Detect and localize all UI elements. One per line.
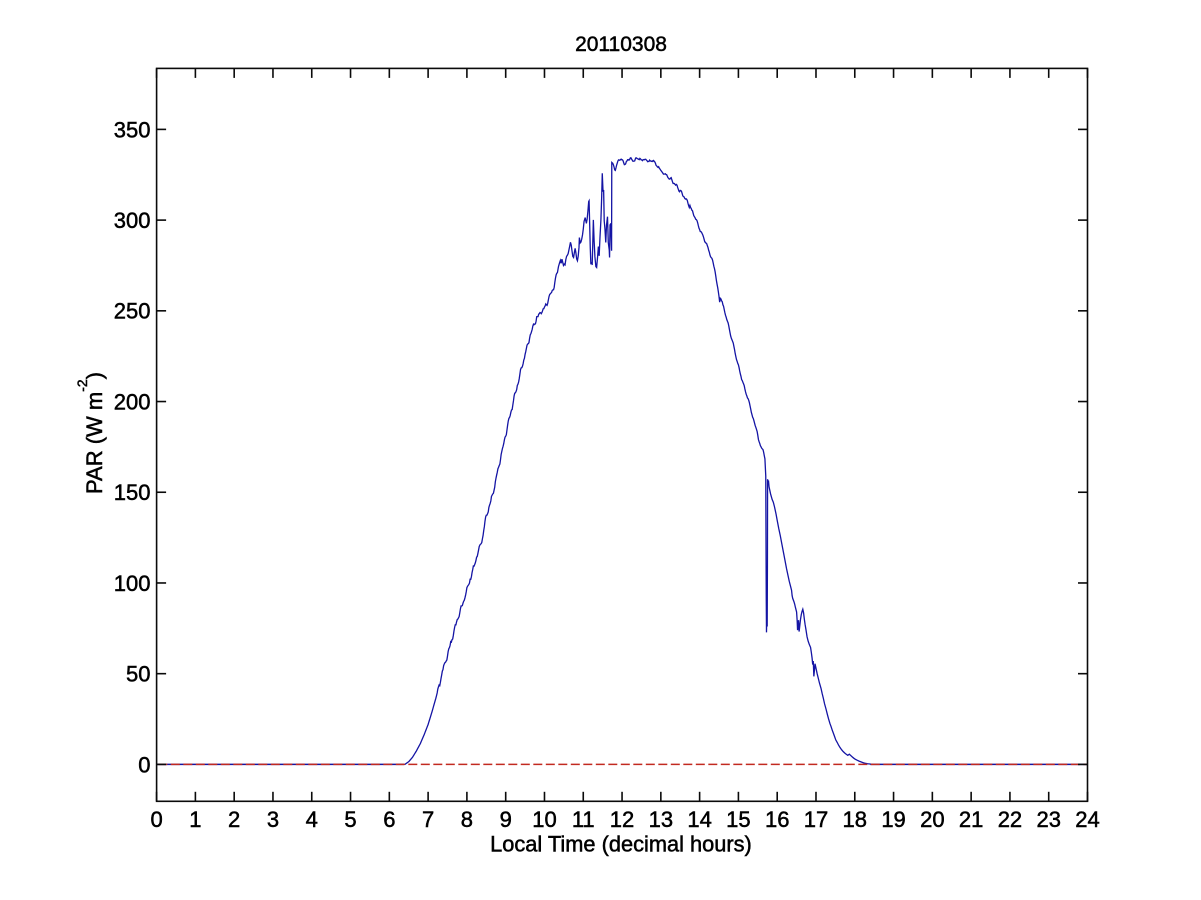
svg-text:0: 0 — [150, 807, 162, 832]
svg-text:4: 4 — [306, 807, 318, 832]
svg-text:3: 3 — [267, 807, 279, 832]
svg-text:10: 10 — [532, 807, 556, 832]
svg-text:24: 24 — [1075, 807, 1099, 832]
svg-text:18: 18 — [843, 807, 867, 832]
svg-text:20: 20 — [920, 807, 944, 832]
svg-text:19: 19 — [881, 807, 905, 832]
svg-text:22: 22 — [998, 807, 1022, 832]
svg-text:150: 150 — [114, 480, 151, 505]
svg-text:PAR (W m-2): PAR (W m-2) — [74, 372, 107, 494]
svg-text:20110308: 20110308 — [575, 33, 667, 56]
svg-text:16: 16 — [765, 807, 789, 832]
svg-text:7: 7 — [422, 807, 434, 832]
svg-text:13: 13 — [649, 807, 673, 832]
svg-text:15: 15 — [726, 807, 750, 832]
svg-text:2: 2 — [228, 807, 240, 832]
svg-text:14: 14 — [687, 807, 711, 832]
svg-text:100: 100 — [114, 571, 151, 596]
svg-text:12: 12 — [610, 807, 634, 832]
svg-text:21: 21 — [959, 807, 983, 832]
svg-text:250: 250 — [114, 299, 151, 324]
svg-text:6: 6 — [383, 807, 395, 832]
svg-text:50: 50 — [126, 662, 150, 687]
svg-text:Local Time (decimal hours): Local Time (decimal hours) — [490, 832, 752, 857]
svg-text:17: 17 — [804, 807, 828, 832]
svg-text:300: 300 — [114, 208, 151, 233]
svg-text:5: 5 — [344, 807, 356, 832]
svg-text:1: 1 — [189, 807, 201, 832]
svg-text:350: 350 — [114, 117, 151, 142]
svg-text:9: 9 — [500, 807, 512, 832]
svg-text:8: 8 — [461, 807, 473, 832]
svg-text:0: 0 — [138, 752, 150, 777]
svg-text:200: 200 — [114, 389, 151, 414]
svg-text:11: 11 — [572, 807, 595, 832]
svg-text:23: 23 — [1036, 807, 1060, 832]
